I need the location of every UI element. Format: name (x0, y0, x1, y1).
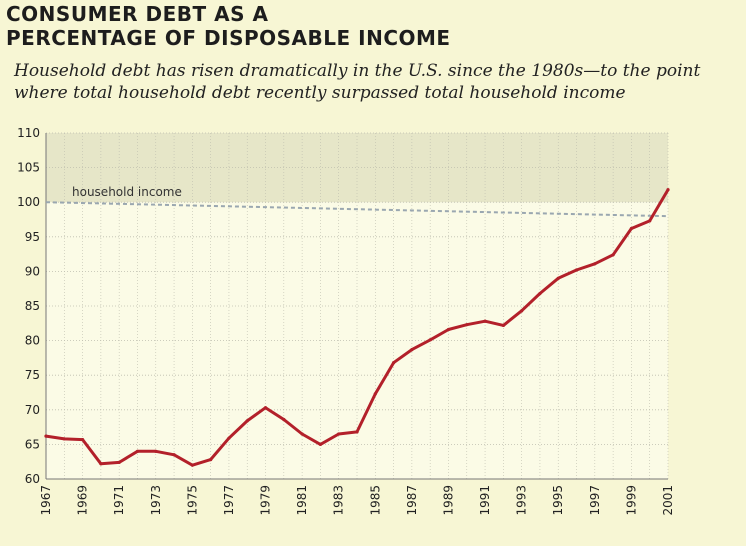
data-point (117, 460, 121, 464)
x-tick-label: 1971 (112, 485, 126, 516)
reference-line-label: household income (72, 185, 182, 199)
x-tick-label: 1991 (478, 485, 492, 516)
y-tick-label: 105 (17, 161, 40, 175)
data-point (410, 347, 414, 352)
data-point (611, 253, 615, 257)
data-point (574, 268, 579, 272)
x-tick-label: 1981 (295, 485, 309, 516)
data-point (337, 432, 341, 436)
data-point (135, 449, 140, 453)
y-tick-label: 65 (25, 437, 40, 451)
x-tick-label: 1969 (76, 485, 90, 516)
data-point (300, 432, 304, 436)
data-point (44, 434, 48, 438)
x-tick-label: 2001 (661, 485, 675, 516)
x-tick-label: 1995 (551, 485, 565, 516)
chart-title-line-1: CONSUMER DEBT AS A (6, 2, 269, 26)
y-tick-label: 90 (25, 264, 40, 278)
data-point (483, 319, 487, 323)
x-tick-label: 1999 (624, 485, 638, 516)
x-tick-label: 1977 (222, 485, 236, 516)
y-tick-label: 95 (25, 230, 40, 244)
data-point (593, 262, 597, 266)
chart-title-line-2: PERCENTAGE OF DISPOSABLE INCOME (6, 26, 451, 50)
y-tick-label: 60 (25, 472, 40, 486)
data-point (520, 309, 524, 313)
x-tick-label: 1997 (588, 485, 602, 516)
x-tick-label: 1973 (149, 485, 163, 516)
y-tick-label: 80 (25, 334, 40, 348)
data-point (154, 449, 158, 453)
data-point (629, 226, 634, 231)
data-point (648, 219, 652, 223)
data-point (99, 462, 103, 466)
data-point (446, 327, 451, 332)
data-point (501, 323, 505, 327)
data-point (428, 338, 432, 342)
data-point (318, 442, 323, 446)
x-tick-label: 1967 (39, 485, 53, 516)
data-point (282, 417, 286, 422)
x-tick-label: 1987 (405, 485, 419, 516)
x-tick-label: 1975 (185, 485, 199, 516)
y-tick-label: 70 (25, 403, 40, 417)
data-point (538, 291, 542, 296)
data-point (465, 323, 469, 327)
y-tick-label: 110 (17, 126, 40, 140)
x-tick-label: 1983 (332, 485, 346, 516)
data-point (80, 437, 85, 442)
data-point (190, 463, 194, 467)
x-tick-label: 1989 (441, 485, 455, 516)
y-tick-label: 100 (17, 195, 40, 209)
y-tick-label: 75 (25, 368, 40, 382)
data-point (209, 458, 213, 462)
chart-title: CONSUMER DEBT AS A PERCENTAGE OF DISPOSA… (6, 2, 451, 50)
data-point (227, 436, 231, 440)
data-point (373, 392, 377, 396)
x-tick-label: 1993 (515, 485, 529, 516)
data-point (263, 406, 268, 410)
data-point (62, 437, 66, 441)
data-point (666, 188, 670, 192)
x-tick-label: 1979 (259, 485, 273, 516)
data-point (172, 453, 176, 457)
data-point (391, 361, 396, 365)
chart-subtitle: Household debt has risen dramatically in… (14, 61, 701, 103)
x-tick-label: 1985 (368, 485, 382, 516)
reference-line (45, 201, 669, 218)
y-tick-label: 85 (25, 299, 40, 313)
data-point (245, 419, 249, 423)
data-point (556, 276, 560, 280)
data-point (355, 430, 359, 434)
